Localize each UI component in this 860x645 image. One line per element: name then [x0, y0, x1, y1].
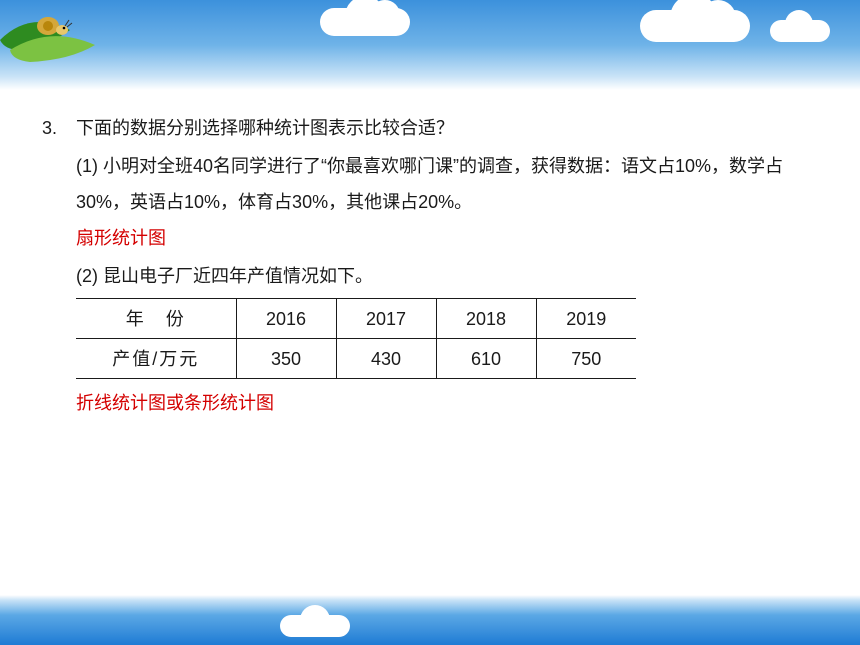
leaf-snail-decoration [0, 0, 120, 75]
year-row-label: 年 份 [76, 299, 236, 339]
top-sky-banner [0, 0, 860, 90]
part1-answer: 扇形统计图 [76, 220, 818, 256]
question-prompt-line: 3. 下面的数据分别选择哪种统计图表示比较合适？ [42, 110, 818, 146]
part2-label: (2) [76, 266, 98, 286]
part2-body: 昆山电子厂近四年产值情况如下。 [103, 266, 373, 286]
question-prompt: 下面的数据分别选择哪种统计图表示比较合适？ [76, 110, 818, 146]
table-cell: 2016 [236, 299, 336, 339]
table-cell: 2019 [536, 299, 636, 339]
part2-text: (2) 昆山电子厂近四年产值情况如下。 [76, 258, 818, 294]
table-cell: 2018 [436, 299, 536, 339]
table-cell: 610 [436, 339, 536, 379]
production-value-table: 年 份 2016 2017 2018 2019 产值/万元 350 430 61… [76, 298, 636, 379]
cloud-icon [320, 8, 410, 36]
cloud-icon [640, 10, 750, 42]
table-row: 年 份 2016 2017 2018 2019 [76, 299, 636, 339]
table-cell: 350 [236, 339, 336, 379]
part1-text: (1) 小明对全班40名同学进行了“你最喜欢哪门课”的调查，获得数据：语文占10… [76, 148, 818, 220]
table-cell: 2017 [336, 299, 436, 339]
part1-body: 小明对全班40名同学进行了“你最喜欢哪门课”的调查，获得数据：语文占10%，数学… [76, 156, 783, 212]
question-content: 3. 下面的数据分别选择哪种统计图表示比较合适？ (1) 小明对全班40名同学进… [42, 110, 818, 421]
part1-label: (1) [76, 156, 98, 176]
cloud-icon [280, 615, 350, 637]
cloud-icon [770, 20, 830, 42]
table-row: 产值/万元 350 430 610 750 [76, 339, 636, 379]
table-cell: 430 [336, 339, 436, 379]
value-row-label: 产值/万元 [76, 339, 236, 379]
question-number: 3. [42, 110, 76, 146]
part2-answer: 折线统计图或条形统计图 [76, 385, 818, 421]
table-cell: 750 [536, 339, 636, 379]
bottom-sky-banner [0, 595, 860, 645]
